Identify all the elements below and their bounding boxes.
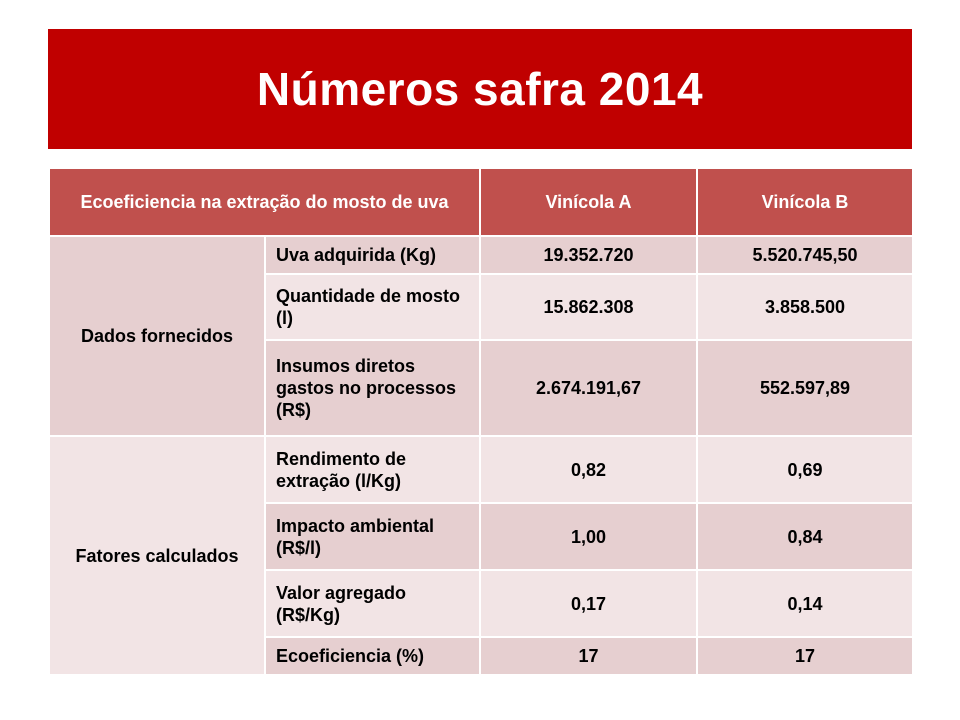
row-label: Quantidade de mosto (l) [263,273,482,341]
table-row: Valor agregado (R$/Kg) 0,17 0,14 [49,569,915,638]
value-vinicola-a: 2.674.191,67 [479,339,699,437]
table-row: Quantidade de mosto (l) 15.862.308 3.858… [49,273,915,341]
table-row: Fatores calculados Rendimento de extraçã… [48,435,915,676]
value-vinicola-b: 0,14 [696,569,915,638]
value-vinicola-a: 1,00 [479,502,699,571]
table-row: Impacto ambiental (R$/l) 1,00 0,84 [49,502,915,571]
row-label: Rendimento de extração (l/Kg) [263,435,482,504]
value-vinicola-b: 17 [696,636,915,676]
value-vinicola-b: 552.597,89 [696,339,915,437]
table-header-row: Ecoeficiencia na extração do mosto de uv… [47,167,915,237]
value-vinicola-a: 0,17 [479,569,699,638]
row-label: Ecoeficiencia (%) [263,636,482,676]
group-fatores-calculados: Fatores calculados [48,435,266,676]
value-vinicola-b: 0,69 [696,435,915,504]
table-row: Ecoeficiencia (%) 17 17 [49,636,915,676]
row-label: Valor agregado (R$/Kg) [263,569,482,638]
row-label: Uva adquirida (Kg) [263,235,482,275]
ecoefficiency-table: Ecoeficiencia na extração do mosto de uv… [47,167,915,676]
title-banner: Números safra 2014 [48,29,912,149]
table-row: Dados fornecidos Uva adquirida (Kg) 19.3… [48,235,915,437]
value-vinicola-a: 0,82 [479,435,699,504]
header-ecoeficiencia: Ecoeficiencia na extração do mosto de uv… [47,167,482,237]
row-label: Insumos diretos gastos no processos (R$) [263,339,482,437]
header-vinicola-a: Vinícola A [479,167,699,237]
table-row: Insumos diretos gastos no processos (R$)… [49,339,915,437]
slide-title: Números safra 2014 [256,63,704,115]
group-dados-fornecidos: Dados fornecidos [48,235,266,437]
value-vinicola-a: 17 [479,636,699,676]
value-vinicola-a: 19.352.720 [479,235,699,275]
header-vinicola-b: Vinícola B [696,167,915,237]
value-vinicola-a: 15.862.308 [479,273,699,341]
value-vinicola-b: 3.858.500 [696,273,915,341]
row-label: Impacto ambiental (R$/l) [263,502,482,571]
value-vinicola-b: 0,84 [696,502,915,571]
value-vinicola-b: 5.520.745,50 [696,235,915,275]
